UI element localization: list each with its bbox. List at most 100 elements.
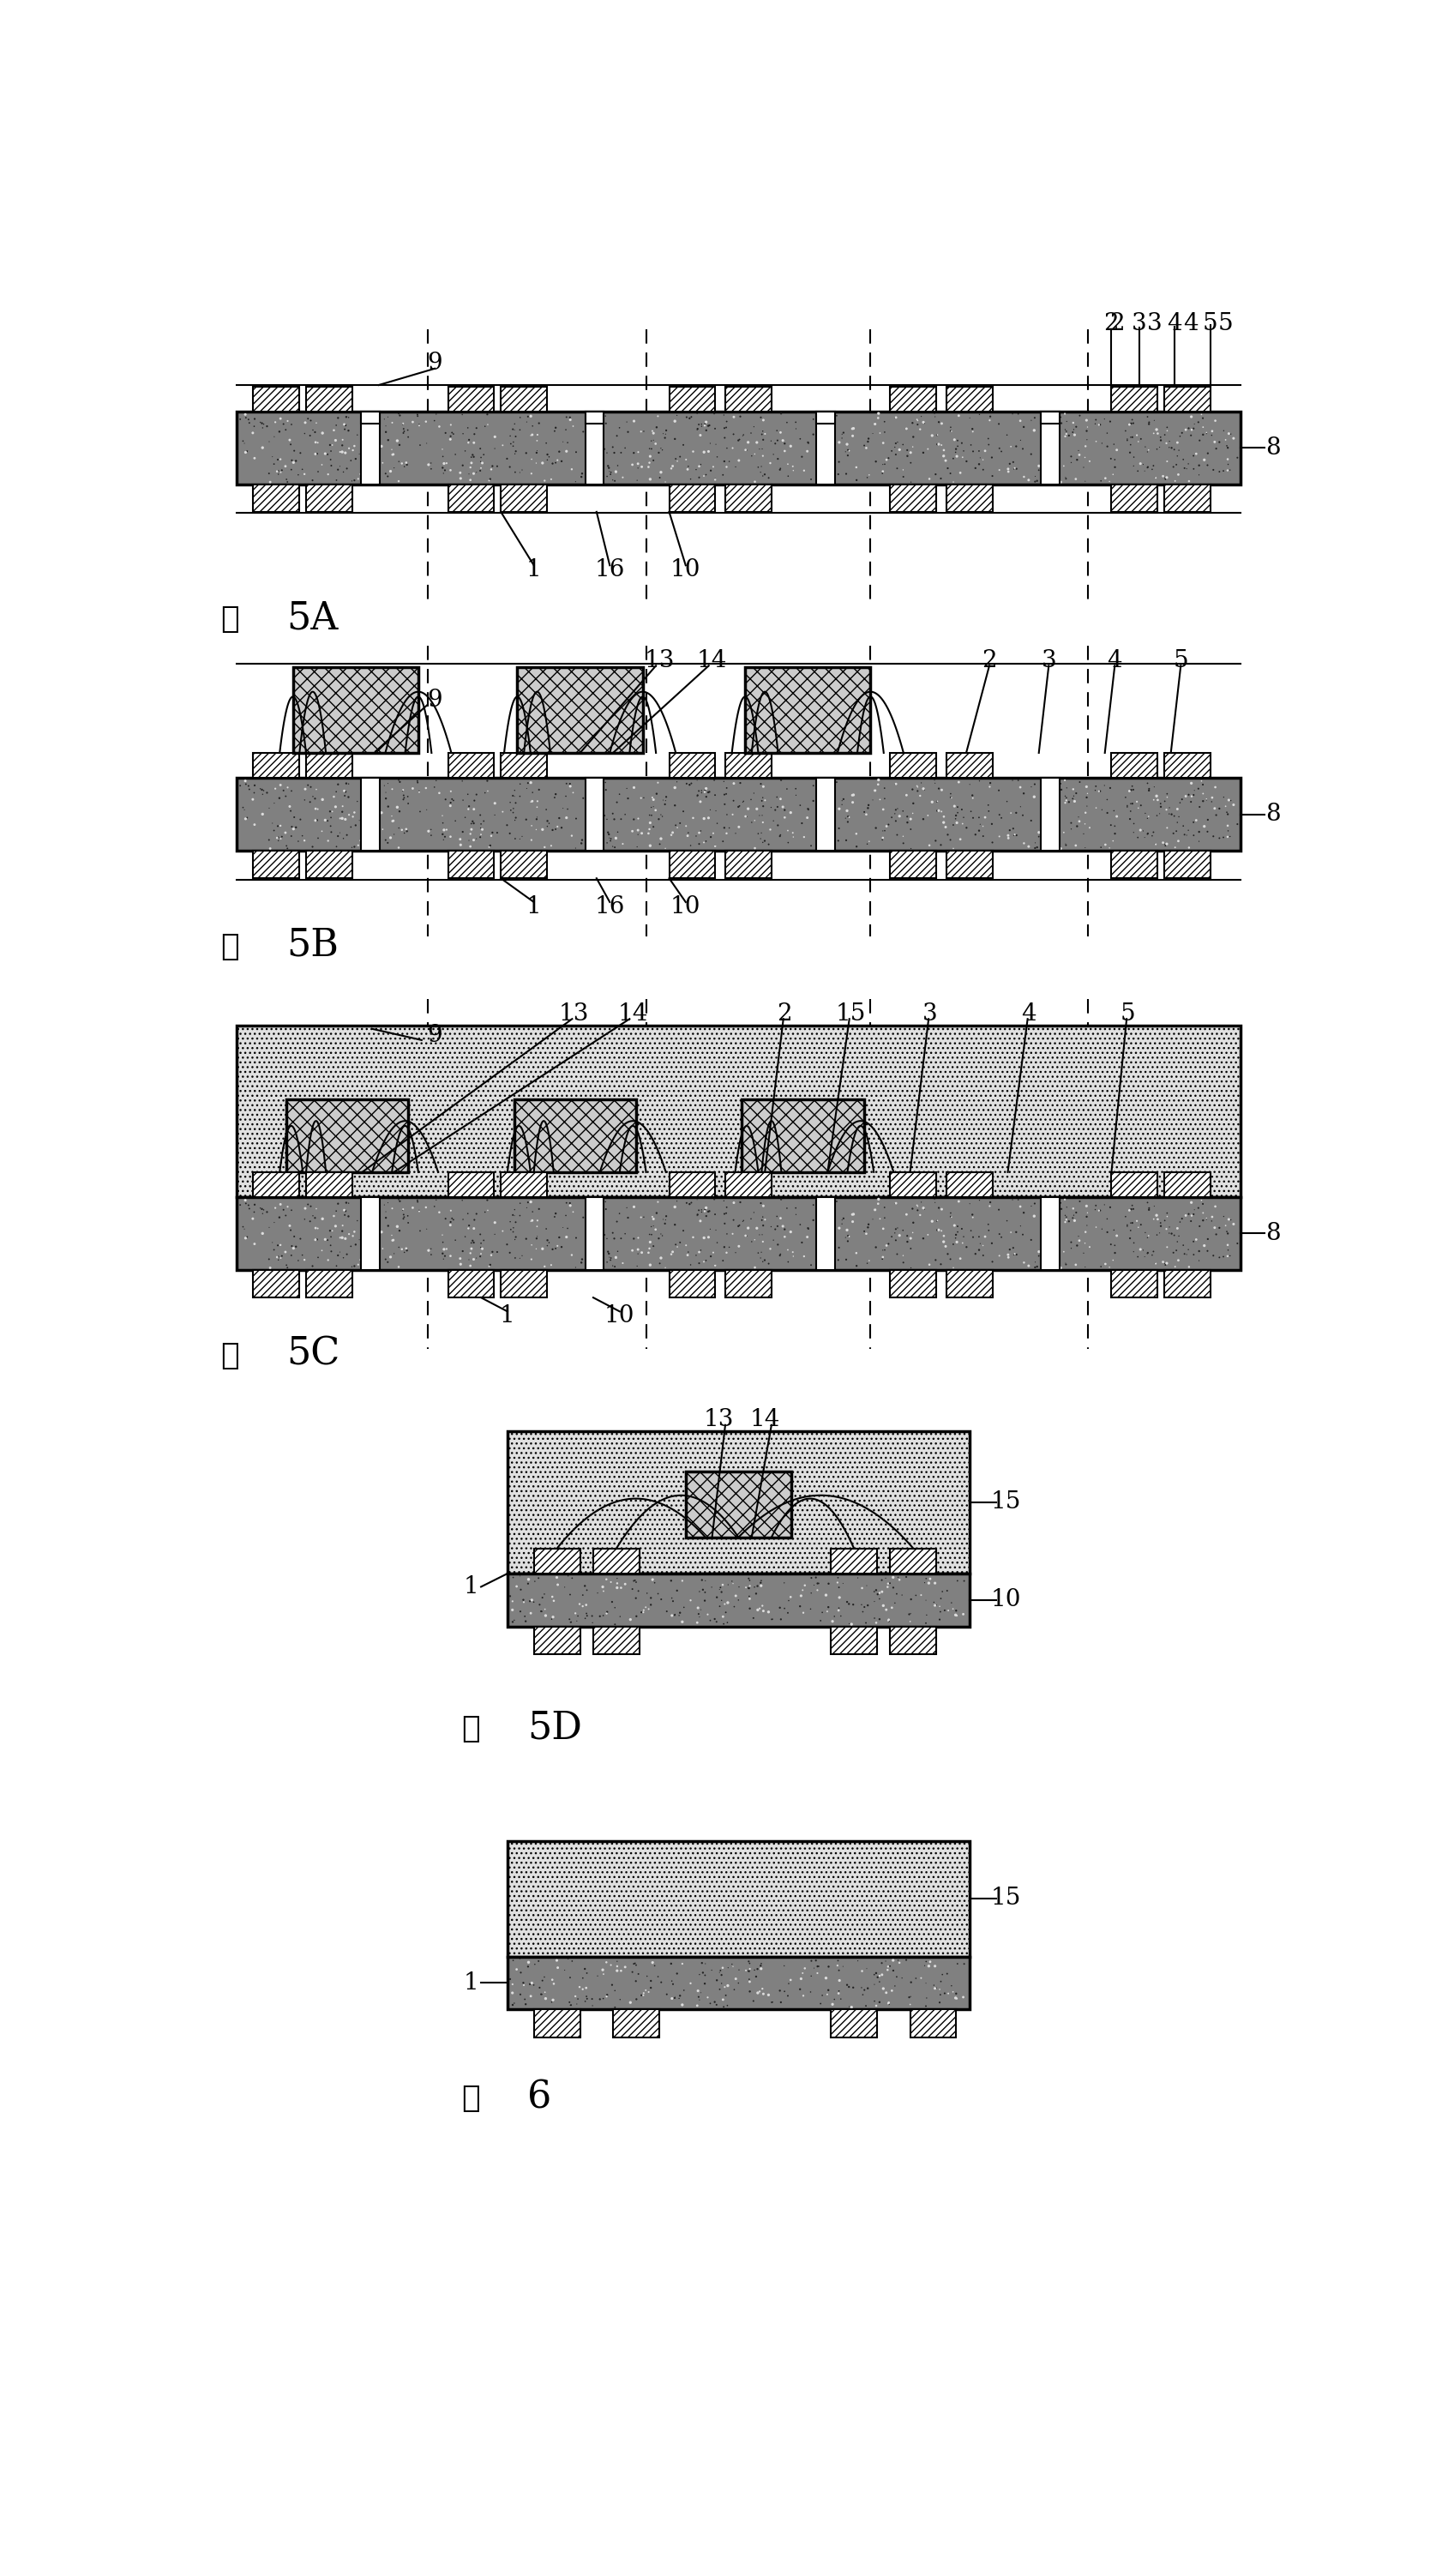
Point [883, 428, 906, 469]
Point [784, 1193, 808, 1234]
Point [714, 1592, 737, 1633]
Point [766, 1224, 789, 1265]
Point [392, 775, 415, 817]
Point [251, 770, 274, 811]
Point [427, 773, 450, 814]
Point [895, 1221, 919, 1262]
Point [894, 407, 917, 448]
Point [580, 1978, 603, 2020]
Point [750, 415, 773, 456]
Point [949, 453, 972, 495]
Point [500, 1984, 523, 2025]
Point [1135, 762, 1158, 804]
Point [521, 1963, 544, 2004]
Text: 图: 图 [461, 1713, 480, 1744]
Point [343, 459, 366, 500]
Point [1067, 394, 1090, 435]
Point [1180, 1195, 1203, 1236]
Point [503, 410, 526, 451]
Point [619, 1981, 642, 2022]
Point [1119, 783, 1142, 824]
Point [715, 428, 738, 469]
Point [1092, 765, 1115, 806]
Point [1034, 806, 1057, 848]
Point [1156, 793, 1180, 835]
Point [945, 428, 968, 469]
Point [976, 1211, 999, 1252]
Bar [1164, 1172, 1210, 1198]
Point [401, 768, 424, 809]
Point [343, 425, 366, 466]
Point [283, 796, 306, 837]
Point [350, 1188, 373, 1229]
Point [470, 809, 493, 850]
Point [564, 1247, 587, 1288]
Point [502, 1984, 525, 2025]
Point [262, 809, 286, 850]
Point [1226, 1224, 1249, 1265]
Point [822, 770, 845, 811]
Point [433, 1229, 456, 1270]
Point [274, 1195, 297, 1236]
Point [819, 824, 842, 866]
Point [836, 796, 859, 837]
Point [1217, 1234, 1240, 1275]
Point [1148, 428, 1171, 469]
Point [519, 438, 542, 479]
Point [738, 1566, 761, 1607]
Point [826, 1587, 849, 1628]
Point [391, 402, 414, 443]
Point [386, 1226, 410, 1267]
Point [1187, 446, 1210, 487]
Point [593, 796, 616, 837]
Point [822, 1978, 845, 2020]
Point [1207, 817, 1230, 858]
Point [757, 1244, 780, 1285]
Point [1162, 796, 1185, 837]
Point [228, 1185, 251, 1226]
Point [968, 796, 991, 837]
Point [1216, 1236, 1239, 1278]
Point [346, 824, 369, 866]
Point [642, 1206, 665, 1247]
Point [737, 1558, 760, 1600]
Point [301, 410, 324, 451]
Point [1191, 773, 1214, 814]
Point [451, 1231, 474, 1273]
Point [1187, 811, 1210, 853]
Point [479, 1234, 502, 1275]
Point [460, 443, 483, 484]
Point [665, 806, 688, 848]
Point [231, 1206, 254, 1247]
Point [871, 819, 894, 860]
Point [776, 456, 799, 497]
Point [898, 1984, 921, 2025]
Point [1022, 1195, 1045, 1236]
Point [619, 1600, 642, 1641]
Point [839, 1605, 862, 1646]
Point [757, 459, 780, 500]
Point [564, 1592, 587, 1633]
Point [274, 410, 297, 451]
Point [1144, 456, 1167, 497]
Point [816, 1971, 839, 2012]
Point [519, 1239, 542, 1280]
Point [704, 422, 727, 464]
Point [444, 433, 467, 474]
Point [932, 801, 955, 842]
Point [746, 1566, 769, 1607]
Point [831, 1945, 854, 1986]
Point [373, 1198, 397, 1239]
Point [420, 1234, 443, 1275]
Point [910, 397, 933, 438]
Point [356, 1226, 379, 1267]
Point [363, 1229, 386, 1270]
Point [978, 1182, 1001, 1224]
Point [676, 811, 699, 853]
Point [603, 1971, 626, 2012]
Point [799, 824, 822, 866]
Point [968, 438, 991, 479]
Point [769, 1198, 792, 1239]
Point [288, 433, 311, 474]
Point [1084, 420, 1107, 461]
